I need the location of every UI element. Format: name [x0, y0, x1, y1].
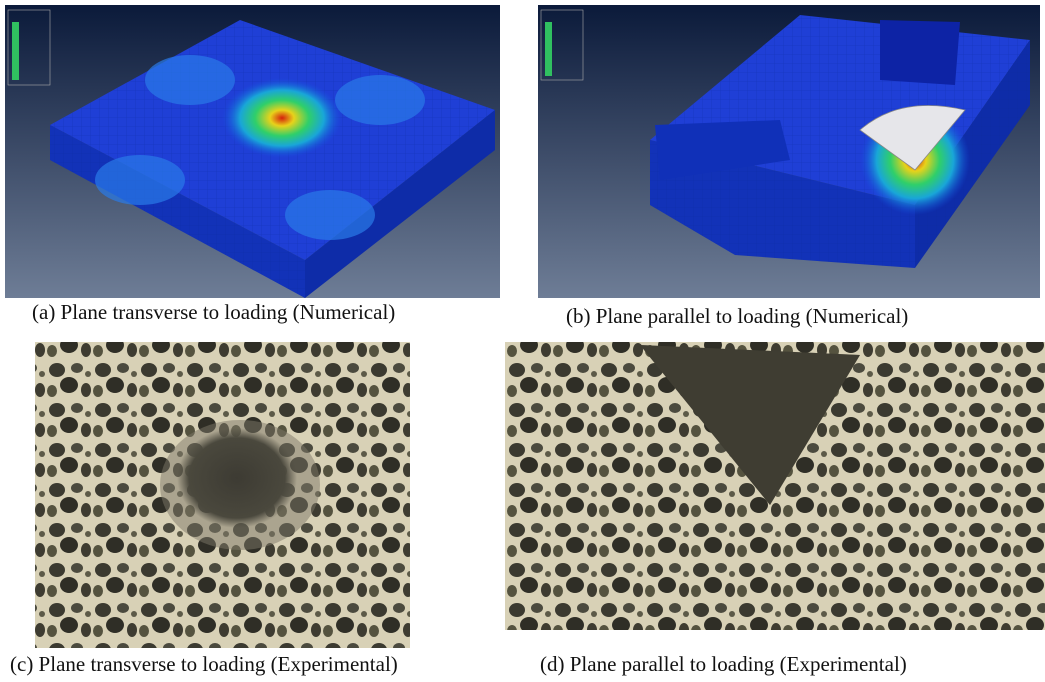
panel-b	[538, 5, 1040, 298]
figure-page: (a) Plane transverse to loading (Numeric…	[0, 0, 1045, 682]
caption: (d) Plane parallel to loading (Experimen…	[540, 652, 907, 677]
caption: (c) Plane transverse to loading (Experim…	[10, 652, 398, 677]
caption: (a) Plane transverse to loading (Numeric…	[32, 300, 395, 325]
panel-c	[35, 342, 410, 648]
figure	[0, 0, 1045, 682]
panel-d	[505, 342, 1045, 630]
caption: (b) Plane parallel to loading (Numerical…	[566, 304, 908, 329]
panel-a	[5, 5, 500, 298]
